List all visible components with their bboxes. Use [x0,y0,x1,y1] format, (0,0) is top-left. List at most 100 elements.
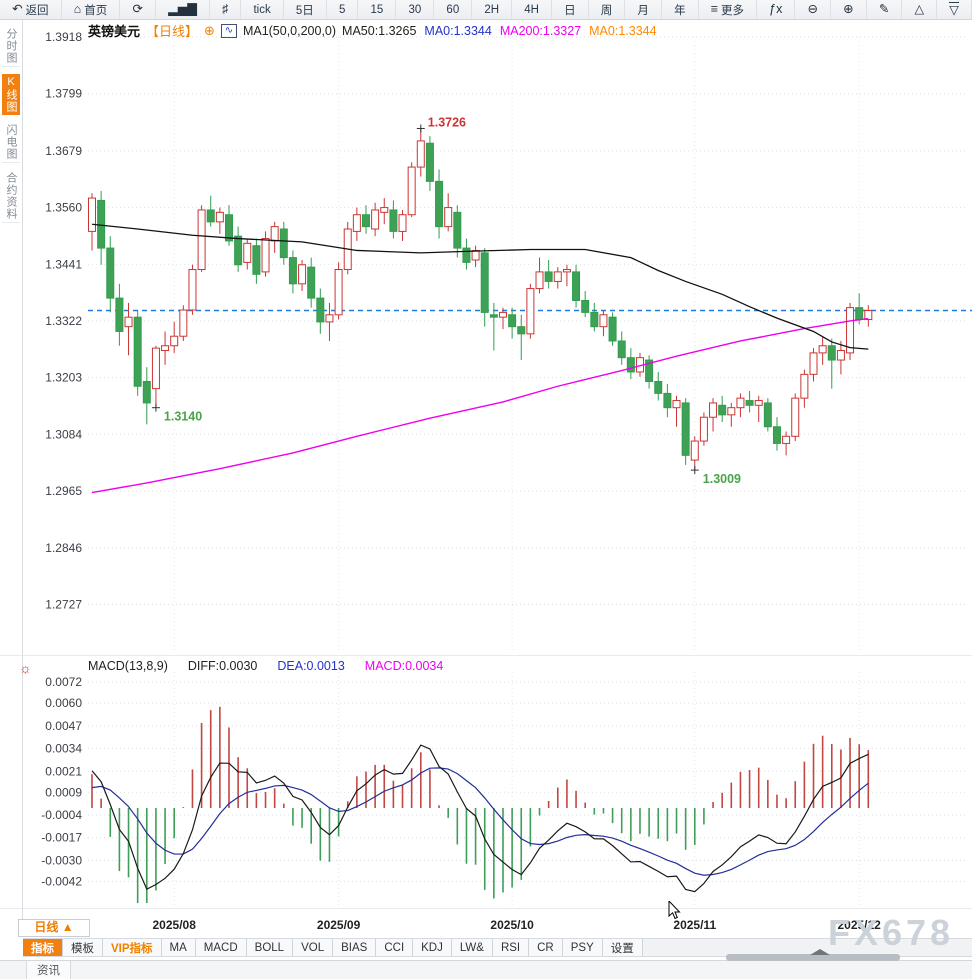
tab-ma[interactable]: MA [161,939,196,956]
tab-lightning-chart[interactable]: 闪电图 [2,122,20,163]
toolbar-label: 2H [484,3,500,16]
tab-kdj[interactable]: KDJ [413,939,452,956]
macd-values: DIFF:0.0030 DEA:0.0013 MACD:0.0034 [178,659,453,673]
pane-expand-button[interactable]: △ [902,0,938,19]
price-axis-label: 1.2965 [45,484,82,498]
candle-body [572,271,581,301]
toolbar-label: 5 [338,3,346,16]
candle-body [517,326,526,335]
candle-body [151,347,160,390]
draw-icon: ✎ [878,2,890,17]
period-day-button[interactable]: 日 [552,0,589,19]
zoom-in-button[interactable]: ⊕ [831,0,867,19]
candle-body [800,373,809,399]
back-button[interactable]: ↶ 返回 [0,0,62,19]
tab-template[interactable]: 模板 [63,939,103,956]
period-5d-button[interactable]: 5日 [284,0,327,19]
refresh-button[interactable]: ⟳ [120,0,156,19]
period-2h-button[interactable]: 2H [472,0,513,19]
pane-collapse-icon: ▽ [949,2,959,18]
candle-body [581,299,590,313]
period-selector-button[interactable]: 日线 ▲ [18,919,90,937]
candle-body [97,199,106,249]
tab-boll[interactable]: BOLL [246,939,294,956]
tab-indicator[interactable]: 指标 [23,939,63,956]
horizontal-scrollbar[interactable] [726,949,900,961]
diff-line [91,744,869,893]
candle-body [818,345,827,354]
candle-body [864,309,873,321]
tab-settings[interactable]: 设置 [602,939,643,956]
draw-button[interactable]: ✎ [867,0,903,19]
tab-kline-chart[interactable]: K线图 [2,74,20,115]
toolbar-label: tick [253,3,271,16]
macd-axis-label: -0.0017 [41,831,82,845]
top-toolbar: ↶ 返回 ⌂ 首页 ⟳ ▂▅▇ ♯ tick 5日 5 15 30 60 2H 4H 日周月年 ≡ 更多 ƒx ⊖ ⊕ ✎… [0,0,972,20]
macd-axis-label: 0.0047 [45,719,82,733]
news-tab[interactable]: 资讯 [26,961,71,979]
candle-body [389,209,398,232]
tab-bias[interactable]: BIAS [333,939,377,956]
period-5m-button[interactable]: 5 [327,0,359,19]
period-4h-button[interactable]: 4H [512,0,553,19]
candle-body [508,314,517,328]
period-tick-button[interactable]: tick [241,0,284,19]
period-60m-button[interactable]: 60 [434,0,473,19]
candle-body [681,402,690,456]
tab-rsi[interactable]: RSI [492,939,530,956]
add-indicator-icon[interactable]: ⊕ [204,22,215,38]
price-axis-label: 1.3441 [45,257,82,271]
tab-macd[interactable]: MACD [195,939,247,956]
pane-collapse-button[interactable]: ▽ [937,0,972,19]
more-button[interactable]: ≡ 更多 [699,0,758,19]
period-15m-button[interactable]: 15 [358,0,397,19]
toolbar-label: 日 [564,4,576,17]
toolbar-label: 5日 [295,4,314,17]
chart-style-button[interactable]: ▂▅▇ [156,0,210,19]
indicator-style-button[interactable]: ♯ [210,0,242,19]
period-month-button[interactable]: 月 [625,0,662,19]
tab-psy[interactable]: PSY [562,939,603,956]
tab-contract-info[interactable]: 合约资料 [2,170,20,223]
candle-body [855,307,864,321]
dea-line [91,767,869,876]
candle-body [727,407,736,416]
candle-body [298,264,307,285]
ma-value-label: MA200:1.3327 [499,23,582,38]
tab-lw[interactable]: LW& [451,939,493,956]
candle-body [361,214,370,228]
candle-body [88,197,96,232]
tab-cr[interactable]: CR [529,939,563,956]
candle-body [161,345,170,352]
candle-body [325,314,334,323]
home-button[interactable]: ⌂ 首页 [62,0,121,19]
candle-body [270,226,279,242]
candle-body [416,140,425,168]
period-year-button[interactable]: 年 [662,0,699,19]
candle-body [645,359,654,382]
fx-indicator-button[interactable]: ƒx [757,0,796,19]
tab-vol[interactable]: VOL [293,939,334,956]
candle-body [398,214,407,232]
candle-body [142,380,151,404]
more-icon: ≡ [710,2,719,17]
candle-body [526,288,535,335]
macd-settings-icon[interactable]: ☼ [19,660,32,676]
candle-body [745,400,754,406]
period-30m-button[interactable]: 30 [396,0,435,19]
period-week-button[interactable]: 周 [589,0,626,19]
tab-cci[interactable]: CCI [376,939,414,956]
line-chart-icon[interactable]: ∿ [220,23,237,38]
zoom-out-button[interactable]: ⊖ [795,0,832,19]
tab-vip-indicator[interactable]: VIP指标 [103,939,162,956]
tab-time-chart[interactable]: 分时图 [2,26,20,67]
candle-body [106,247,115,299]
macd-axis-label: 0.0021 [45,764,82,778]
candle-body [846,307,855,354]
scrollbar-grip-icon[interactable] [810,949,830,955]
candle-body [498,311,507,318]
candle-body [690,440,699,461]
candle-body [380,207,389,213]
high-price-label: 1.3726 [428,115,466,129]
